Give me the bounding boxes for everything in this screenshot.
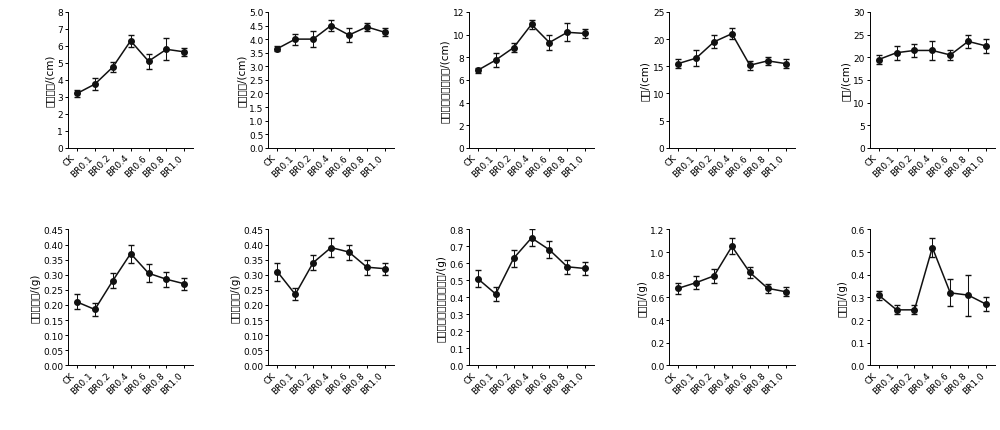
Y-axis label: 苗长/(cm): 苗长/(cm) bbox=[640, 61, 650, 101]
Y-axis label: 中胚轴与胚芽鞘鲜重之和/(g): 中胚轴与胚芽鞘鲜重之和/(g) bbox=[437, 255, 447, 341]
Y-axis label: 中胚轴与胚芽鞘之和/(cm): 中胚轴与胚芽鞘之和/(cm) bbox=[440, 39, 450, 123]
Y-axis label: 胚芽鞘鲜重/(g): 胚芽鞘鲜重/(g) bbox=[231, 273, 241, 322]
Y-axis label: 胚芽鞘长/(cm): 胚芽鞘长/(cm) bbox=[236, 55, 246, 107]
Y-axis label: 根长/(cm): 根长/(cm) bbox=[841, 61, 851, 101]
Y-axis label: 根鲜重/(g): 根鲜重/(g) bbox=[838, 280, 848, 316]
Y-axis label: 中胚轴鲜重/(g): 中胚轴鲜重/(g) bbox=[30, 273, 40, 322]
Y-axis label: 中胚轴长/(cm): 中胚轴长/(cm) bbox=[45, 55, 55, 107]
Y-axis label: 苗鲜重/(g): 苗鲜重/(g) bbox=[637, 280, 647, 316]
